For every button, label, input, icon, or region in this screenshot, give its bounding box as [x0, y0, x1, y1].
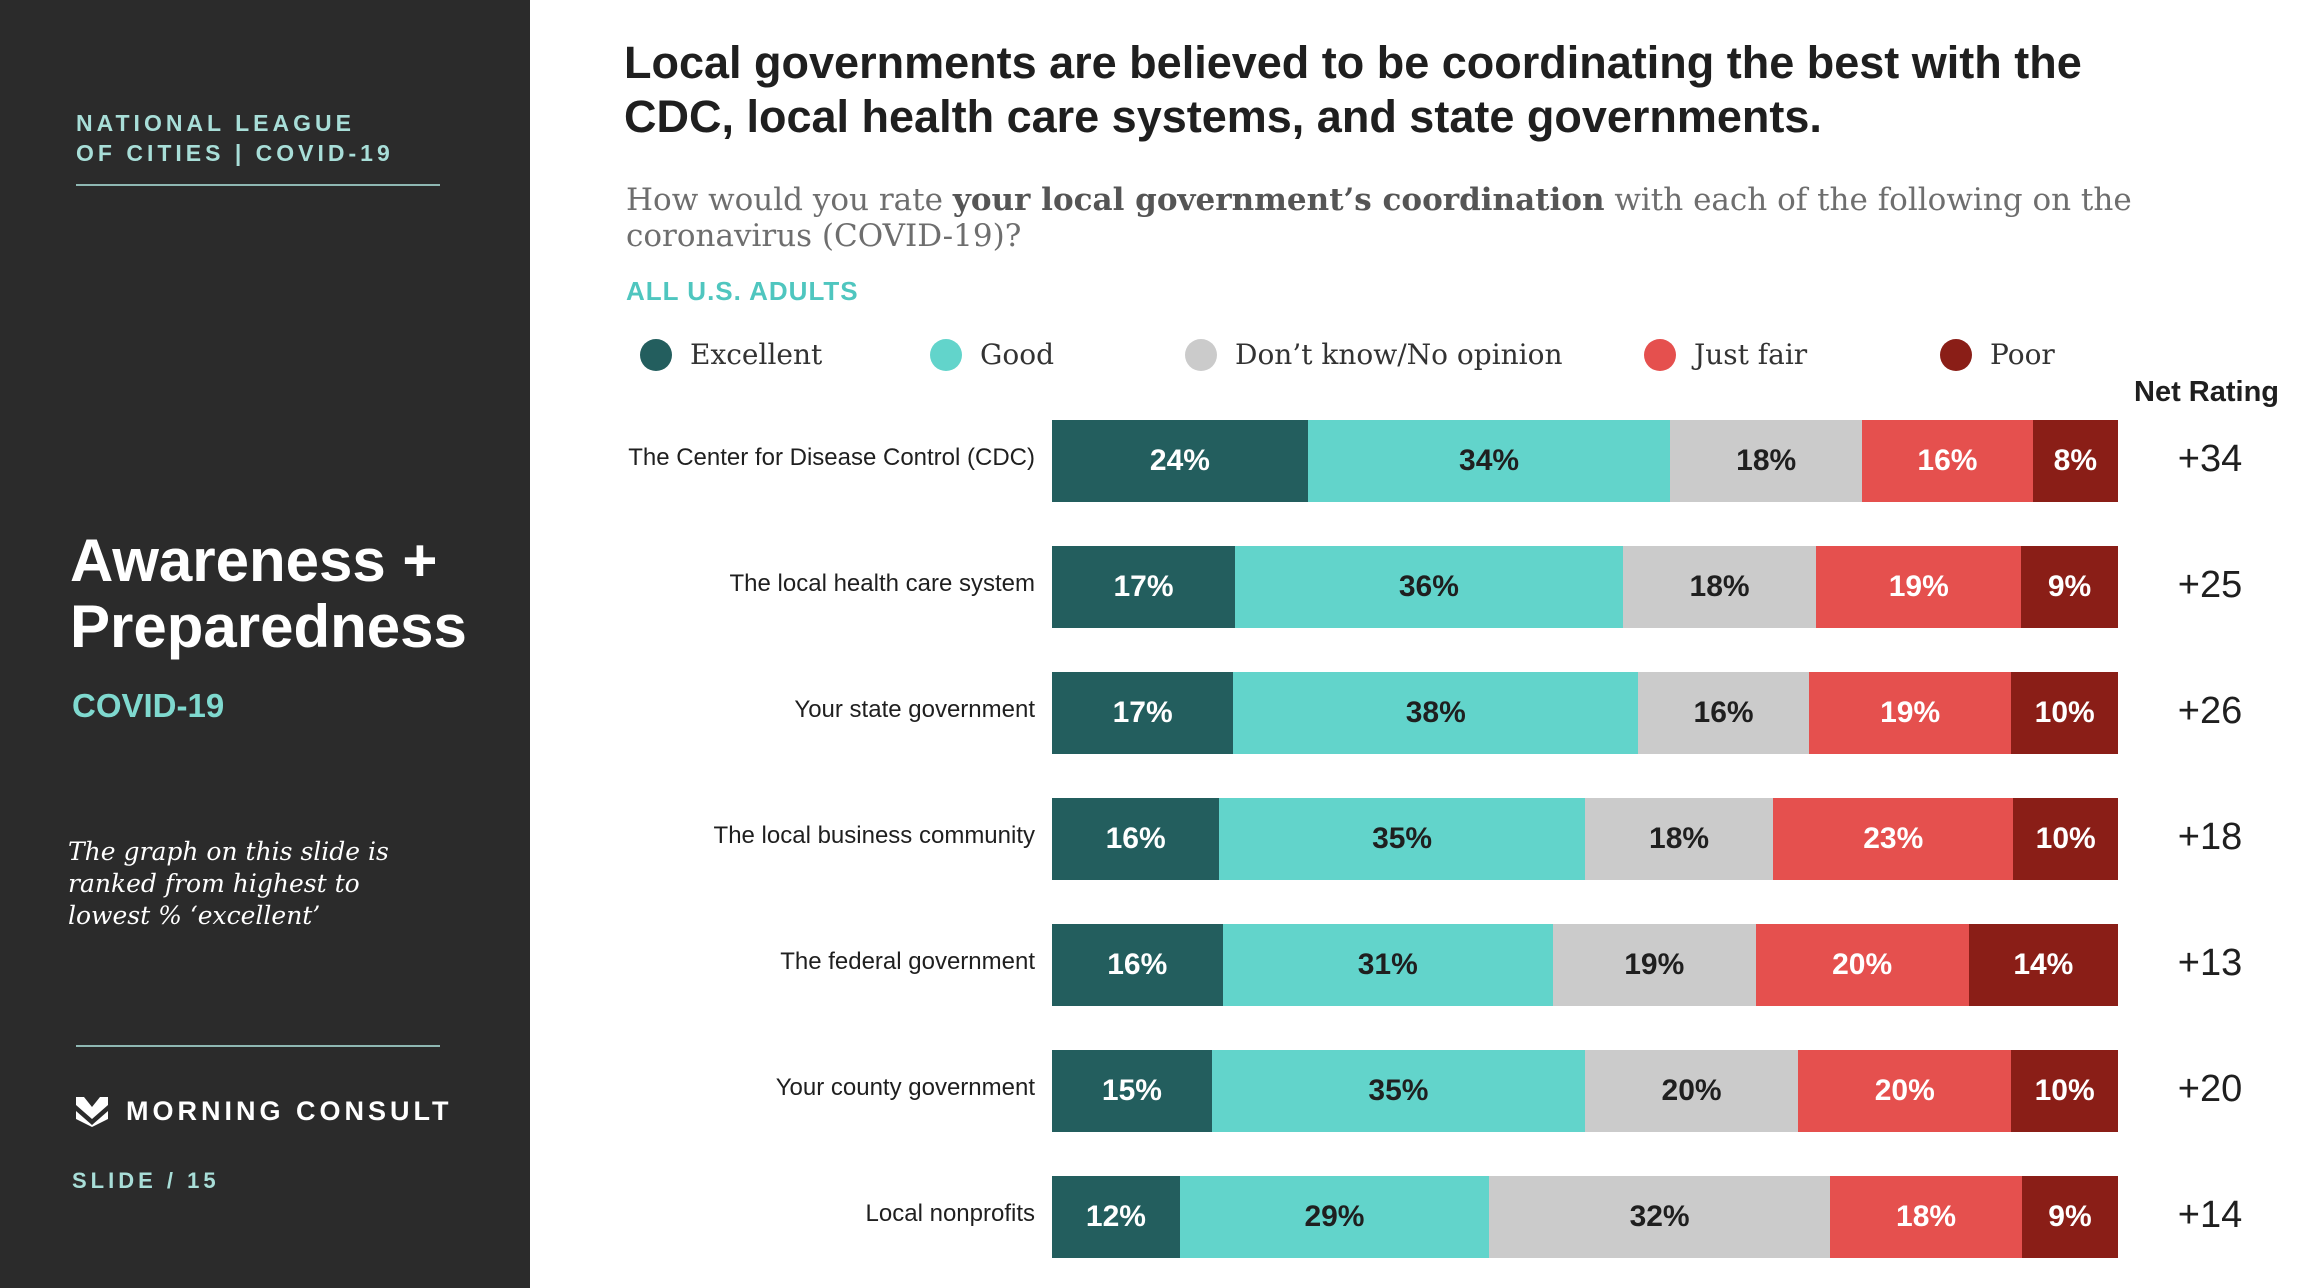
net-rating-value: +18 — [2177, 816, 2243, 858]
chart-title: Local governments are believed to be coo… — [624, 37, 2082, 142]
bar-row: 17% 36% 18% 19% 9% — [1052, 546, 2118, 628]
legend-item-4: Poor — [1940, 338, 2055, 371]
bar-segment: 9% — [2022, 1176, 2118, 1258]
net-rating-value: +26 — [2177, 690, 2243, 732]
logo-text: MORNING CONSULT — [126, 1096, 453, 1126]
bar-segment: 16% — [1862, 420, 2033, 502]
section-title-line-2: Preparedness — [70, 593, 467, 660]
bar-segment: 10% — [2011, 672, 2118, 754]
bar-row: 12% 29% 32% 18% 9% — [1052, 1176, 2118, 1258]
legend-swatch — [1185, 338, 1217, 371]
category-label: Your county government — [775, 1074, 1035, 1101]
legend-item-3: Just fair — [1644, 338, 1807, 371]
section-subtitle: COVID-19 — [72, 687, 225, 724]
bar-row: 17% 38% 16% 19% 10% — [1052, 672, 2118, 754]
legend-label: Just fair — [1694, 338, 1808, 371]
bar-segment: 10% — [2013, 798, 2118, 880]
bar-segment: 35% — [1219, 798, 1585, 880]
section-title-line-1: Awareness + — [70, 527, 438, 594]
organization-label: NATIONAL LEAGUE OF CITIES | COVID-19 — [76, 108, 394, 168]
survey-question: How would you rate your local government… — [626, 182, 2146, 254]
category-label: Local nonprofits — [865, 1200, 1035, 1227]
category-label: The local business community — [713, 822, 1035, 849]
bar-segment: 23% — [1773, 798, 2014, 880]
legend-item-0: Excellent — [640, 338, 822, 371]
legend-swatch — [1940, 338, 1972, 371]
bar-segment: 8% — [2032, 420, 2118, 502]
bar-segment: 14% — [1968, 924, 2118, 1006]
sidebar: NATIONAL LEAGUE OF CITIES | COVID-19 Awa… — [0, 0, 530, 1288]
bar-segment: 18% — [1584, 798, 1774, 880]
net-rating-value: +25 — [2177, 564, 2243, 606]
bar-segment: 38% — [1233, 672, 1639, 754]
category-label: The federal government — [780, 948, 1035, 975]
question-text-end: with each of the following on the corona… — [626, 182, 2132, 254]
net-rating-value: +13 — [2177, 942, 2243, 984]
bar-row: 16% 31% 19% 20% 14% — [1052, 924, 2118, 1006]
bar-segment: 20% — [1584, 1050, 1799, 1132]
legend-swatch — [1644, 338, 1676, 371]
bar-segment: 12% — [1052, 1176, 1180, 1258]
bar-segment: 19% — [1553, 924, 1756, 1006]
bar-segment: 20% — [1798, 1050, 2012, 1132]
ranking-note: The graph on this slide is ranked from h… — [68, 837, 389, 930]
bar-segment: 36% — [1235, 546, 1623, 628]
bar-segment: 32% — [1489, 1176, 1831, 1258]
category-label: The Center for Disease Control (CDC) — [628, 444, 1035, 471]
legend-label: Poor — [1990, 338, 2055, 371]
category-label: The local health care system — [729, 570, 1035, 597]
bar-segment: 19% — [1808, 672, 2012, 754]
sidebar-bottom-divider — [76, 1045, 440, 1047]
legend-item-1: Good — [930, 338, 1054, 371]
bar-segment: 16% — [1052, 798, 1220, 880]
organization-line-2: OF CITIES | COVID-19 — [76, 140, 394, 166]
bar-segment: 9% — [2021, 546, 2118, 628]
slide-number: SLIDE / 15 — [72, 1168, 220, 1193]
bar-segment: 16% — [1638, 672, 1809, 754]
legend-label: Excellent — [690, 338, 823, 371]
bar-segment: 31% — [1222, 924, 1553, 1006]
bar-row: 24% 34% 18% 16% 8% — [1052, 420, 2118, 502]
category-label: Your state government — [794, 696, 1035, 723]
legend-label: Don’t know/No opinion — [1235, 338, 1563, 371]
bar-segment: 29% — [1179, 1176, 1490, 1258]
question-text-start: How would you rate — [626, 182, 953, 218]
bar-segment: 20% — [1755, 924, 1969, 1006]
net-rating-value: +20 — [2177, 1068, 2243, 1110]
bar-row: 16% 35% 18% 23% 10% — [1052, 798, 2118, 880]
morning-consult-logo: MORNING CONSULT — [76, 1096, 452, 1127]
sidebar-top-divider — [76, 184, 440, 186]
morning-consult-chevron-icon — [76, 1096, 108, 1127]
legend-swatch — [930, 338, 962, 371]
bar-row: 15% 35% 20% 20% 10% — [1052, 1050, 2118, 1132]
legend-swatch — [640, 338, 672, 371]
bar-segment: 10% — [2011, 1050, 2118, 1132]
legend-label: Good — [980, 338, 1055, 371]
net-rating-value: +34 — [2177, 438, 2243, 480]
net-rating-value: +14 — [2177, 1194, 2243, 1236]
bar-segment: 17% — [1052, 546, 1236, 628]
bar-segment: 19% — [1816, 546, 2022, 628]
bar-segment: 18% — [1622, 546, 1817, 628]
bar-segment: 16% — [1052, 924, 1223, 1006]
bar-segment: 17% — [1052, 672, 1234, 754]
base-label: ALL U.S. ADULTS — [626, 276, 859, 306]
bar-segment: 24% — [1052, 420, 1308, 502]
bar-segment: 35% — [1211, 1050, 1585, 1132]
question-text-emphasis: your local government’s coordination — [952, 182, 1605, 218]
net-rating-header: Net Rating — [2134, 376, 2279, 408]
bar-segment: 15% — [1052, 1050, 1212, 1132]
section-title: Awareness + Preparedness — [70, 528, 510, 660]
bar-segment: 18% — [1830, 1176, 2023, 1258]
bar-segment: 18% — [1670, 420, 1863, 502]
legend-item-2: Don’t know/No opinion — [1185, 338, 1563, 371]
bar-segment: 34% — [1307, 420, 1671, 502]
organization-line-1: NATIONAL LEAGUE — [76, 110, 355, 136]
